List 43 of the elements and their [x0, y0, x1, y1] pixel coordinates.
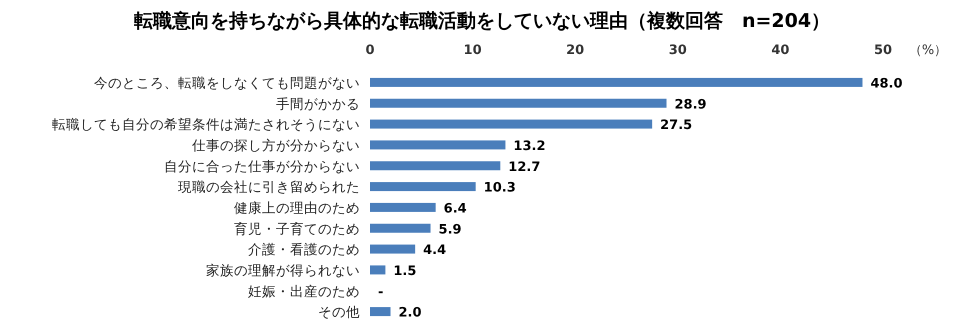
x-tick-label: 50: [874, 43, 892, 58]
y-tick-label: 家族の理解が得られない: [206, 262, 360, 279]
y-tick-label: 現職の会社に引き留められた: [178, 180, 360, 196]
data-label: 6.4: [444, 201, 467, 216]
data-label: 1.5: [393, 264, 416, 279]
text: -: [378, 284, 384, 300]
bar: [370, 244, 416, 254]
bar: [370, 265, 386, 274]
chart-title: 転職意向を持ちながら具体的な転職活動をしていない理由（複数回答 n=204）: [134, 10, 830, 32]
y-tick-label: 手間がかかる: [276, 96, 360, 112]
y-tick-label: 仕事の探し方が分からない: [191, 138, 360, 154]
bar: [370, 120, 652, 129]
bar: [370, 182, 476, 192]
bar: [370, 307, 391, 316]
x-tick-label: 20: [566, 43, 584, 58]
y-tick-label: 自分に合った仕事が分からない: [164, 158, 360, 175]
x-tick-label: 30: [668, 43, 687, 58]
bar: [370, 78, 862, 87]
data-label: 5.9: [438, 222, 462, 238]
data-label: 13.2: [513, 138, 546, 154]
bar: [370, 140, 506, 150]
y-tick-label: 介護・看護のため: [248, 242, 360, 258]
data-label: 12.7: [508, 160, 540, 175]
bar: [370, 98, 667, 108]
y-tick-label: 妊娠・出産のため: [248, 284, 360, 300]
bar: [370, 224, 431, 233]
data-label: 10.3: [484, 180, 516, 196]
y-tick-label: 今のところ、転職をしなくても問題がない: [94, 75, 360, 92]
x-tick-label: 0: [365, 43, 375, 58]
y-tick-label: 育児・子育てのため: [234, 220, 360, 238]
data-label: 27.5: [660, 118, 692, 134]
x-axis-title: （%）: [908, 43, 948, 58]
data-label: 4.4: [423, 243, 446, 258]
y-tick-label: 転職しても自分の希望条件は満たされそうにない: [52, 117, 360, 134]
x-tick-label: 40: [771, 43, 790, 58]
x-tick-label: 10: [464, 43, 482, 58]
data-label: 28.9: [674, 97, 707, 112]
data-label: 2.0: [398, 306, 422, 321]
bar: [370, 161, 500, 170]
y-tick-label: その他: [318, 304, 360, 321]
data-label: 48.0: [870, 76, 903, 92]
bar: [370, 202, 436, 212]
y-tick-label: 健康上の理由のため: [234, 200, 360, 216]
